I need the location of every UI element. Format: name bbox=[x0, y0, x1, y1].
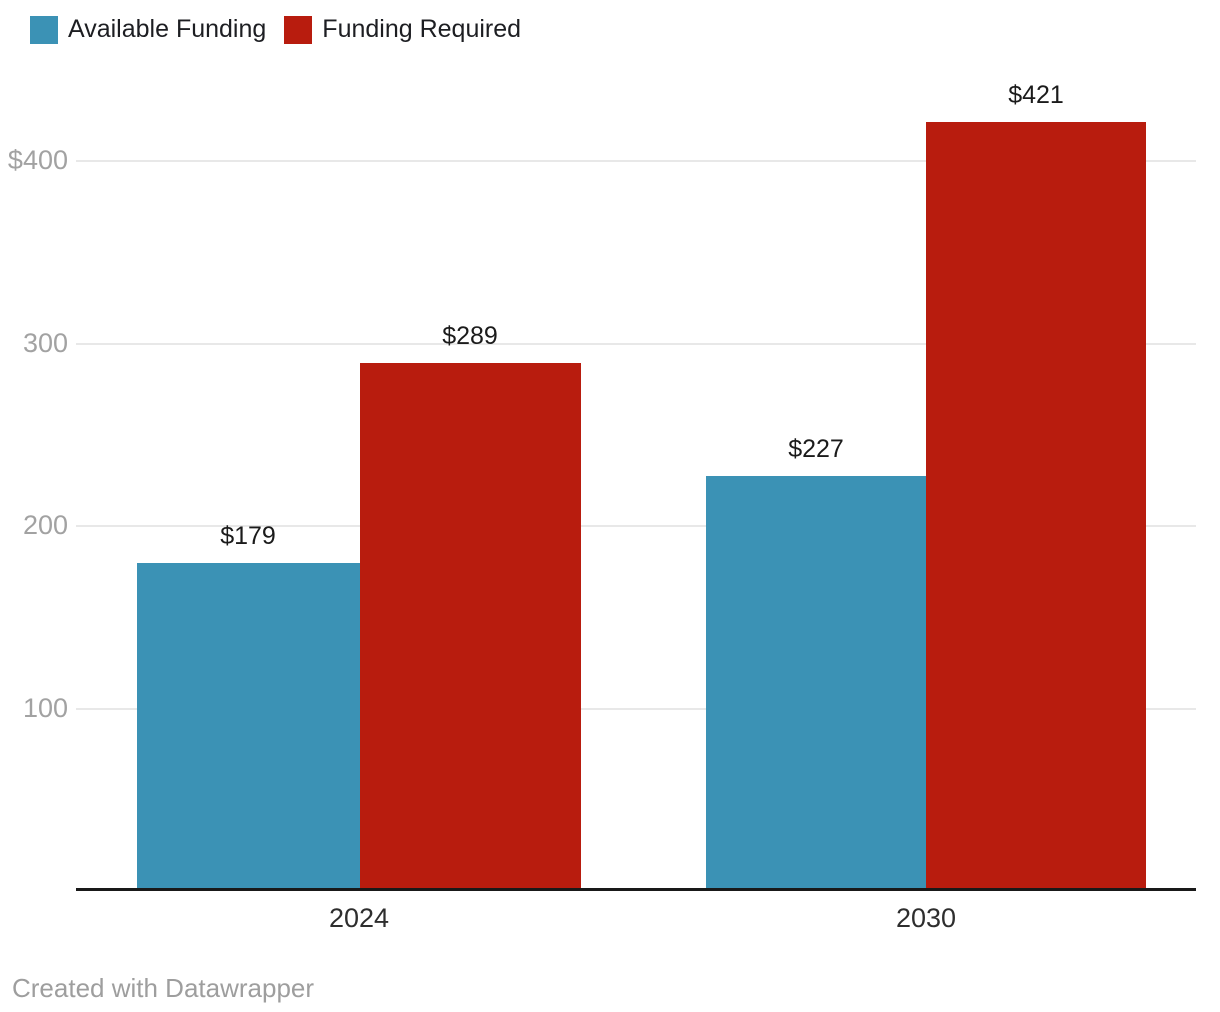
legend-item-available-funding: Available Funding bbox=[30, 15, 266, 44]
gridline-400 bbox=[76, 160, 1196, 162]
legend-swatch-available-funding bbox=[30, 15, 58, 44]
bar-funding-required-2030[interactable] bbox=[926, 121, 1146, 890]
gridline-100 bbox=[76, 707, 1196, 710]
y-axis-tick-100: 100 bbox=[22, 692, 68, 723]
bar-available-funding-2030[interactable] bbox=[706, 475, 926, 890]
y-axis-tick-300: 300 bbox=[22, 327, 68, 358]
x-axis-line bbox=[76, 888, 1196, 891]
y-axis-tick-400: $400 bbox=[7, 145, 68, 175]
gridline-300 bbox=[76, 342, 1196, 345]
value-label-funding-required-2024: $289 bbox=[442, 321, 498, 350]
bar-available-funding-2024[interactable] bbox=[137, 563, 360, 890]
legend-item-funding-required: Funding Required bbox=[284, 15, 521, 44]
value-label-available-funding-2030: $227 bbox=[788, 434, 844, 463]
datawrapper-credit: Created with Datawrapper bbox=[12, 973, 315, 1003]
legend: Available Funding Funding Required bbox=[30, 15, 521, 44]
gridline-200 bbox=[76, 525, 1196, 527]
legend-label-available-funding: Available Funding bbox=[68, 15, 267, 43]
y-axis-tick-200: 200 bbox=[22, 510, 68, 540]
legend-swatch-funding-required bbox=[284, 15, 313, 44]
x-axis-label-2024: 2024 bbox=[328, 903, 390, 933]
value-label-available-funding-2024: $179 bbox=[220, 522, 276, 551]
bar-funding-required-2024[interactable] bbox=[360, 362, 581, 890]
x-axis-label-2030: 2030 bbox=[895, 903, 957, 933]
legend-label-funding-required: Funding Required bbox=[322, 15, 522, 43]
value-label-funding-required-2030: $421 bbox=[1008, 80, 1064, 109]
